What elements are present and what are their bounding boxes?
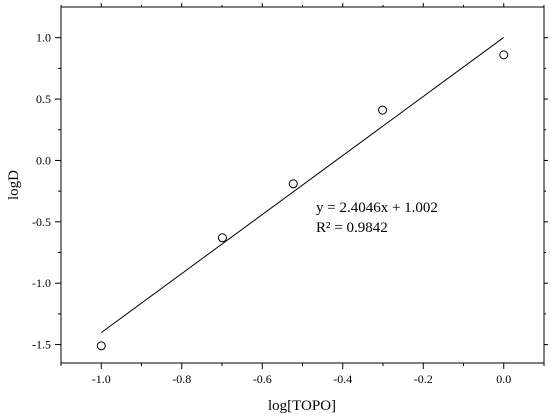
x-axis-title: log[TOPO]	[268, 398, 336, 414]
equation-label: y = 2.4046x + 1.002	[316, 200, 438, 216]
y-tick-label: -1.5	[32, 338, 51, 352]
r-squared-label: R² = 0.9842	[316, 220, 388, 236]
fit-line	[100, 37, 505, 334]
x-tick-label: -0.2	[414, 372, 433, 386]
data-points	[96, 50, 509, 351]
y-tick-label: 0.5	[36, 92, 51, 106]
data-point	[96, 341, 106, 351]
data-point	[288, 179, 298, 189]
x-tick-label: -0.4	[333, 372, 352, 386]
x-tick-label: 0.0	[496, 372, 511, 386]
y-axis: 1.0 0.5 0.0 -0.5 -1.0 -1.5	[32, 31, 548, 352]
y-axis-title: logD	[6, 170, 22, 200]
data-point	[217, 233, 227, 243]
y-tick-label: -1.0	[32, 276, 51, 290]
x-axis: -1.0 -0.8 -0.6 -0.4 -0.2 0.0	[60, 3, 545, 386]
data-point	[499, 50, 509, 60]
y-tick-label: 1.0	[36, 31, 51, 45]
x-tick-label: -1.0	[92, 372, 111, 386]
y-tick-label: 0.0	[36, 153, 51, 167]
data-point	[378, 105, 388, 115]
x-tick-label: -0.8	[172, 372, 191, 386]
x-tick-label: -0.6	[253, 372, 272, 386]
y-tick-label: -0.5	[32, 215, 51, 229]
